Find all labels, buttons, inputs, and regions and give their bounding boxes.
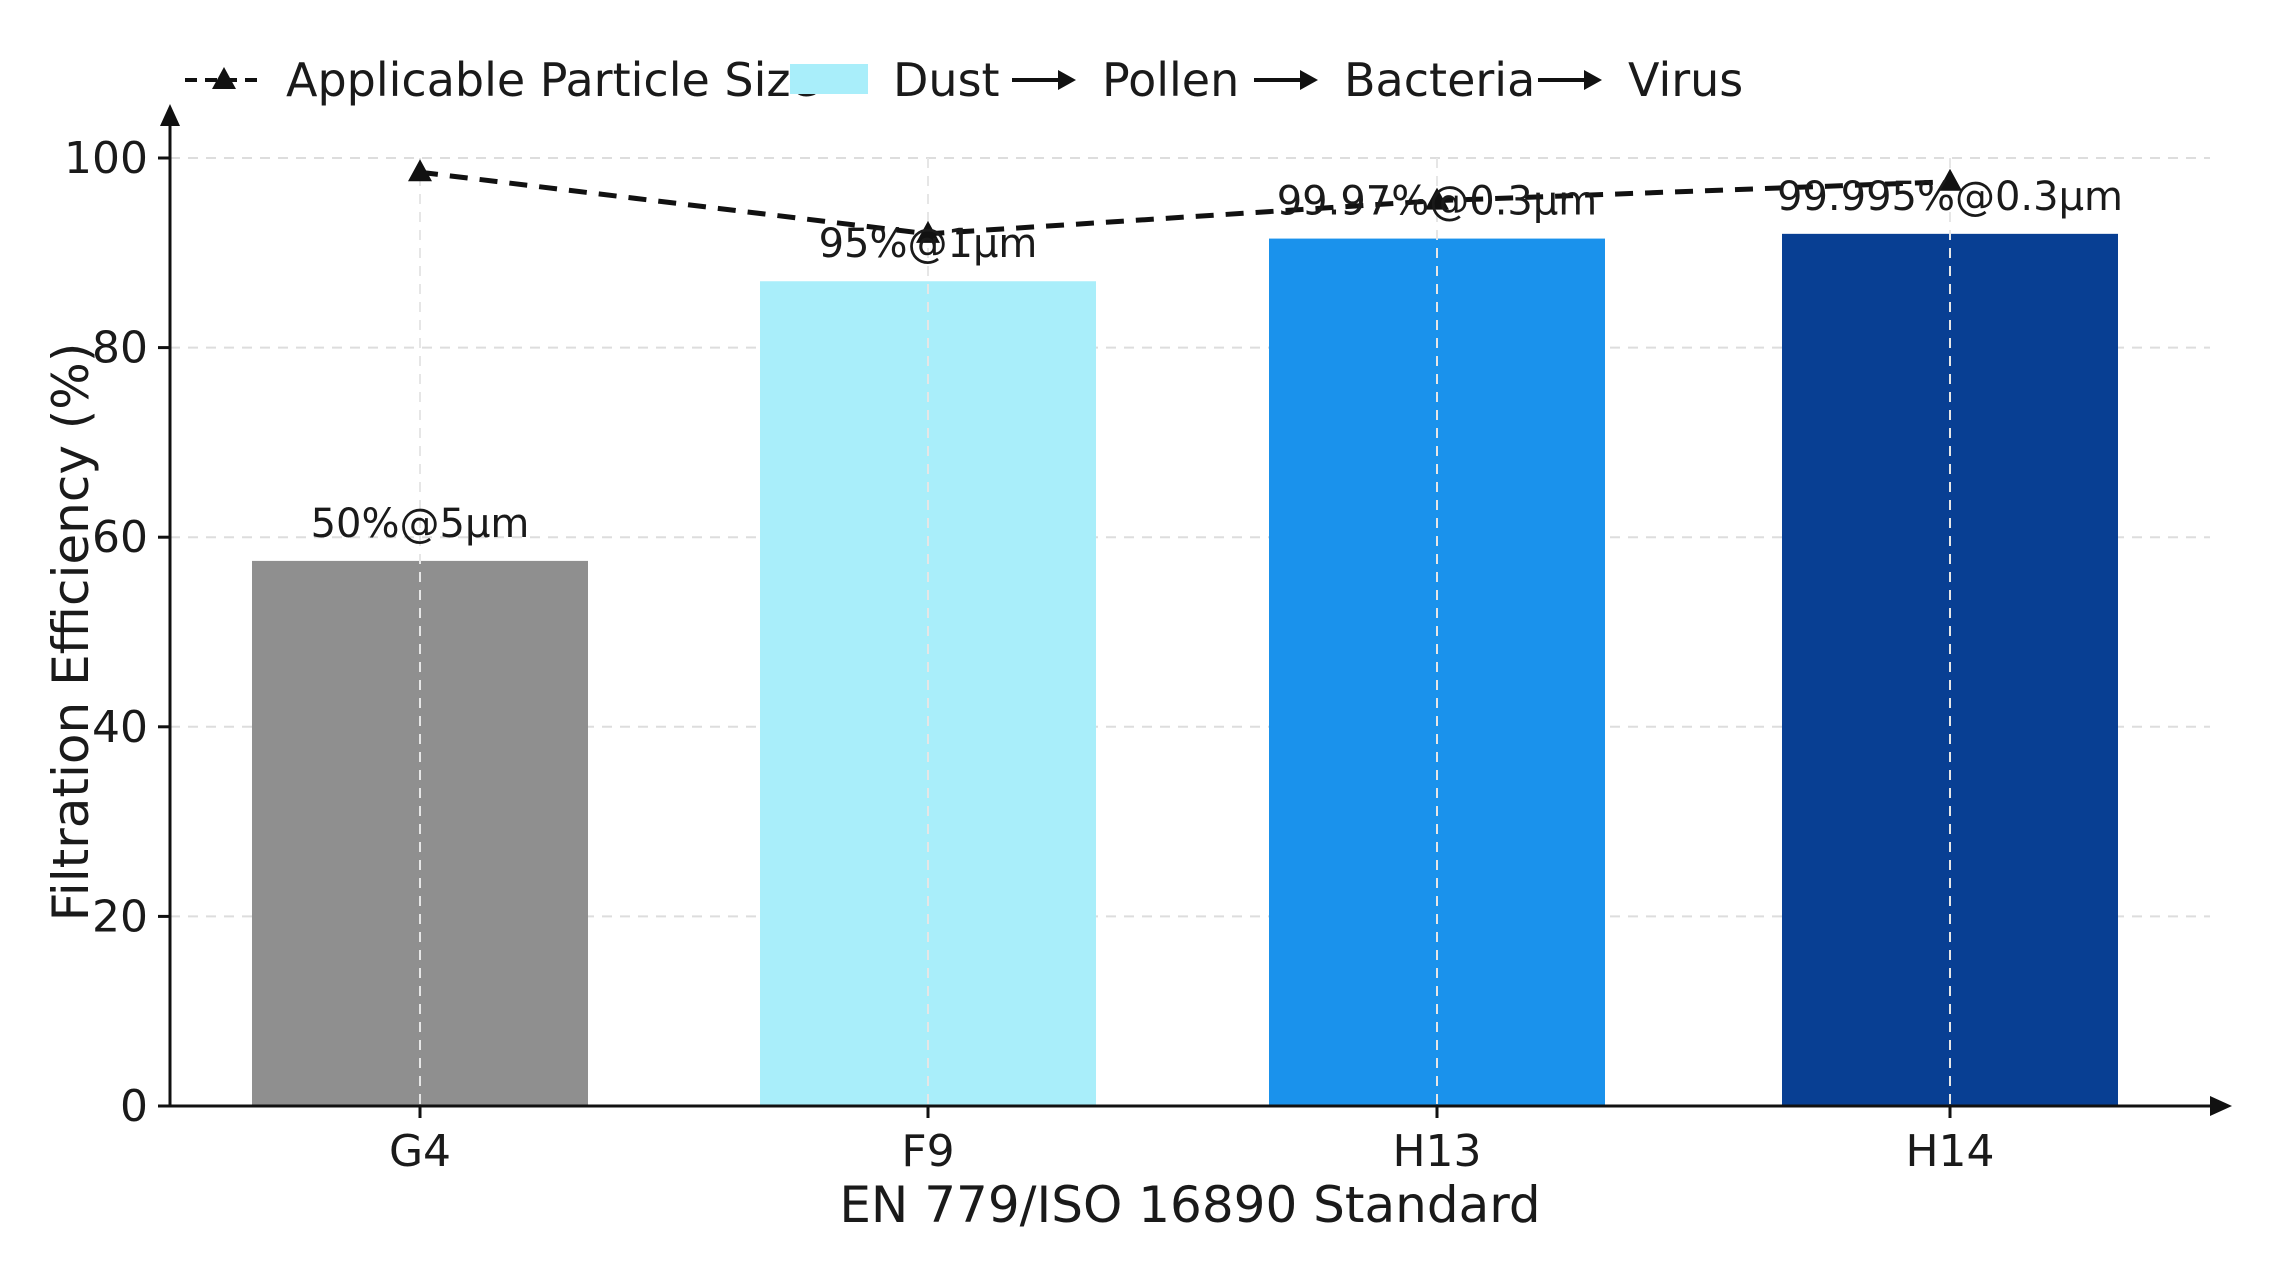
legend-patch-label: Dust [893,53,1000,107]
bar-f9 [760,281,1096,1106]
particle-size-point [408,159,432,182]
x-axis-arrow [2210,1096,2232,1116]
legend-sequence-label: Virus [1628,53,1743,107]
legend-triangle-marker [212,67,236,89]
particle-size-line [408,159,1962,243]
bar-data-labels: 50%@5μm 95%@1μm 99.97%@0.3μm 99.995%@0.3μm [311,174,2123,547]
particle-size-series-line [419,169,1951,237]
bars [252,233,2118,1107]
bar-value-label: 50%@5μm [311,501,530,547]
legend-sequence: Pollen Bacteria Virus [1012,53,1743,107]
legend-arrow-head [1584,70,1602,90]
bar-value-label: 99.97%@0.3μm [1277,179,1598,225]
x-tick-label: H14 [1905,1126,1994,1177]
legend-sequence-label: Bacteria [1344,53,1535,107]
y-axis-title: Filtration Efficiency (%) [42,343,100,922]
x-tick-label: H13 [1392,1126,1481,1177]
legend-patch-swatch [790,64,868,94]
particle-size-point [1938,168,1962,191]
legend: Applicable Particle Size Dust Pollen Bact… [185,53,1743,107]
legend-sequence-label: Pollen [1102,53,1239,107]
y-tick-label: 100 [64,133,148,184]
vertical-gridlines [419,158,1951,1106]
axes [158,104,2232,1118]
tick-labels: 0 20 40 60 80 100 G4 F9 H13 H14 [64,133,1995,1177]
y-tick-label: 20 [92,891,148,942]
y-tick-label: 60 [92,512,148,563]
y-tick-label: 40 [92,702,148,753]
x-axis-title: EN 779/ISO 16890 Standard [839,1176,1540,1234]
y-tick-label: 80 [92,323,148,374]
y-axis-arrow [160,104,180,126]
legend-arrow-head [1058,70,1076,90]
bar-value-label: 95%@1μm [819,221,1038,267]
legend-line-label: Applicable Particle Size [286,53,819,107]
x-tick-label: F9 [901,1126,954,1177]
particle-size-point [916,220,940,243]
particle-size-point [1425,187,1449,210]
bar-value-label: 99.995%@0.3μm [1777,174,2123,220]
y-tick-label: 0 [120,1081,148,1132]
x-tick-label: G4 [389,1126,451,1177]
legend-arrow-head [1300,70,1318,90]
